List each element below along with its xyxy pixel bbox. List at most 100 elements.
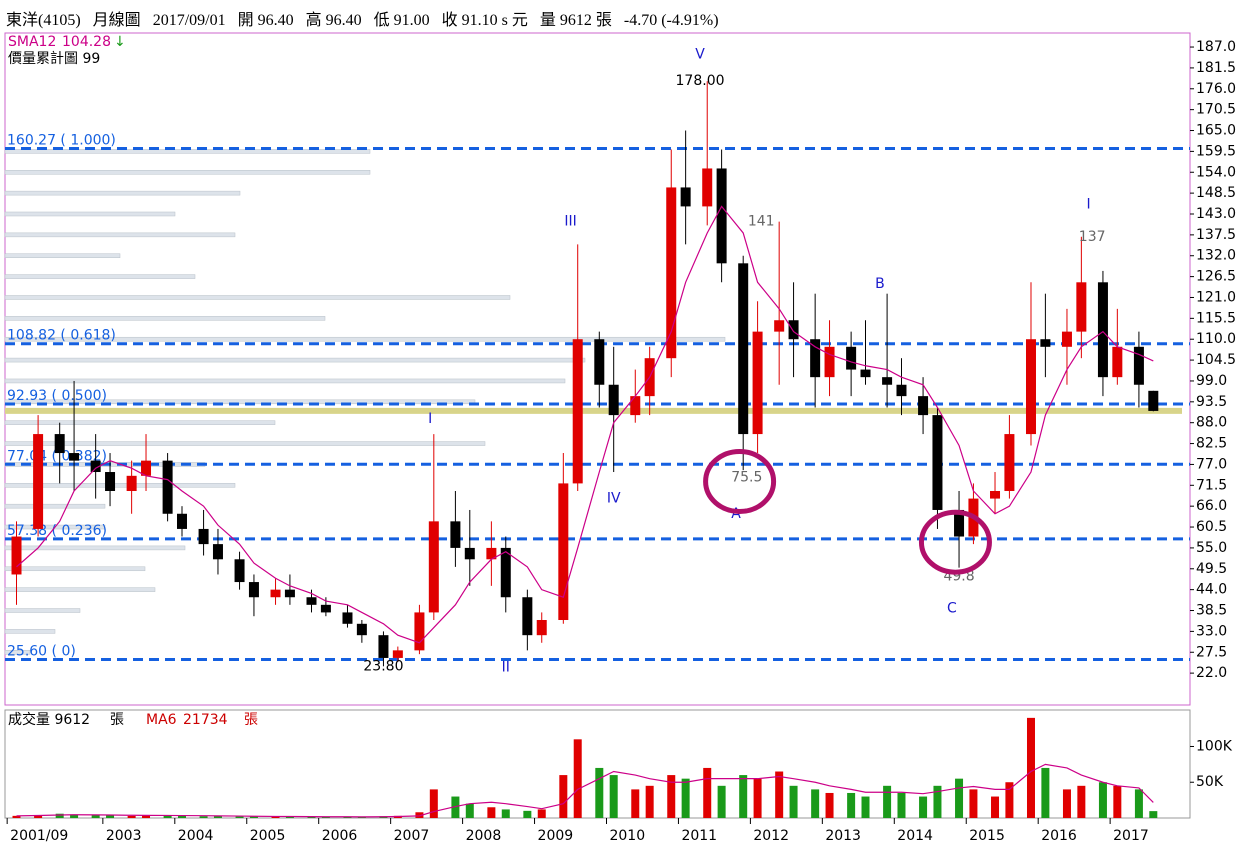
volume-bar: [969, 789, 978, 818]
volume-bar: [415, 812, 424, 818]
x-tick-label: 2008: [466, 828, 502, 844]
candle-body: [428, 521, 439, 613]
volume-profile-bar: [4, 211, 176, 217]
x-tick-label: 2006: [322, 828, 358, 844]
volume-bar: [34, 815, 43, 818]
y-tick-label: 181.5: [1196, 60, 1236, 76]
volume-bar: [177, 815, 186, 818]
volume-profile-bar: [4, 629, 56, 634]
y-tick-label: 110.0: [1196, 331, 1236, 347]
candle-body: [414, 612, 425, 651]
volume-profile-bar: [4, 336, 726, 342]
vol-y-tick-label: 100K: [1196, 738, 1233, 754]
x-tick-label: 2012: [753, 828, 789, 844]
volume-profile-bar: [4, 295, 511, 300]
volume-bar: [1077, 785, 1086, 818]
y-tick-label: 187.0: [1196, 39, 1236, 55]
candle-body: [69, 453, 80, 461]
volume-bar: [847, 792, 856, 818]
y-tick-label: 137.5: [1196, 227, 1236, 243]
volume-bar: [609, 775, 618, 818]
candle-body: [450, 521, 461, 548]
candle-body: [500, 547, 511, 598]
candle-body: [738, 263, 749, 435]
volume-bar: [681, 778, 690, 818]
volume-bar: [127, 815, 136, 818]
y-tick-label: 77.0: [1196, 456, 1227, 472]
volume-bar: [1026, 717, 1035, 818]
y-tick-label: 121.0: [1196, 289, 1236, 305]
candle-body: [824, 346, 835, 378]
y-tick-label: 88.0: [1196, 415, 1227, 431]
candle-body: [774, 320, 785, 332]
candle-body: [1025, 339, 1036, 435]
header-field: 開 96.40: [237, 12, 294, 29]
candle-body: [896, 384, 907, 397]
volume-bar: [429, 789, 438, 818]
candle-body: [33, 434, 44, 529]
fib-label: 77.04 ( 0.382): [7, 448, 107, 464]
candle-body: [752, 331, 763, 435]
candle-body: [126, 475, 137, 491]
header-field: 量 9612 張: [539, 12, 612, 29]
volume-bar: [285, 816, 294, 818]
volume-bar: [537, 809, 546, 818]
volume-bar: [645, 785, 654, 818]
price-label: 178.00: [676, 73, 725, 89]
y-tick-label: 159.5: [1196, 143, 1236, 159]
candle-body: [1061, 331, 1072, 347]
candle-body: [1076, 282, 1087, 332]
candle-body: [378, 635, 389, 658]
volume-bar: [235, 816, 244, 818]
volume-bar: [501, 809, 510, 818]
candle-body: [1112, 346, 1123, 378]
volume-profile-bar: [4, 378, 566, 384]
volume-profile-bar: [4, 253, 121, 258]
volume-bar: [919, 796, 928, 818]
y-tick-label: 126.5: [1196, 269, 1236, 285]
wave-label: III: [564, 214, 576, 230]
y-tick-label: 82.5: [1196, 436, 1227, 452]
volume-bar: [1098, 782, 1107, 818]
volume-profile-bar: [4, 650, 31, 655]
volume-bar: [703, 767, 712, 818]
y-tick-label: 71.5: [1196, 477, 1227, 493]
vol-ma6-line: [16, 763, 1154, 818]
volume-profile-bar: [4, 316, 326, 321]
y-tick-label: 143.0: [1196, 206, 1236, 222]
x-tick-label: 2015: [969, 828, 1005, 844]
volume-bar: [595, 767, 604, 818]
volume-profile-bar: [4, 274, 196, 279]
legend-text: 張: [244, 712, 258, 728]
volume-bar: [1113, 785, 1122, 818]
volume-profile-bar: [4, 357, 586, 363]
x-tick-label: 2013: [825, 828, 861, 844]
header-field: 低 91.00: [373, 12, 430, 29]
candle-body: [1148, 390, 1159, 411]
candle-body: [162, 460, 173, 514]
wave-label: I: [1086, 197, 1090, 213]
volume-profile-bar: [4, 420, 276, 425]
volume-bar: [667, 775, 676, 818]
y-tick-label: 49.5: [1196, 561, 1227, 577]
header-field: 高 96.40: [305, 12, 362, 29]
candle-body: [90, 460, 101, 473]
price-panel: [4, 32, 1191, 706]
x-tick-label: 2004: [178, 828, 214, 844]
volume-bar: [249, 816, 258, 818]
volume-bar: [55, 813, 64, 818]
candle-body: [212, 544, 223, 560]
volume-bar: [991, 796, 1000, 818]
y-tick-label: 27.5: [1196, 644, 1227, 660]
y-tick-label: 115.5: [1196, 310, 1236, 326]
volume-bar: [357, 816, 366, 818]
candle-body: [558, 483, 569, 621]
x-tick-label: 2003: [106, 828, 142, 844]
volume-profile-bar: [4, 441, 486, 446]
volume-bar: [70, 814, 79, 818]
volume-bar: [1041, 767, 1050, 818]
price-label: 141: [748, 214, 775, 230]
x-tick-label: 2009: [538, 828, 574, 844]
volume-profile-bar: [4, 566, 146, 572]
